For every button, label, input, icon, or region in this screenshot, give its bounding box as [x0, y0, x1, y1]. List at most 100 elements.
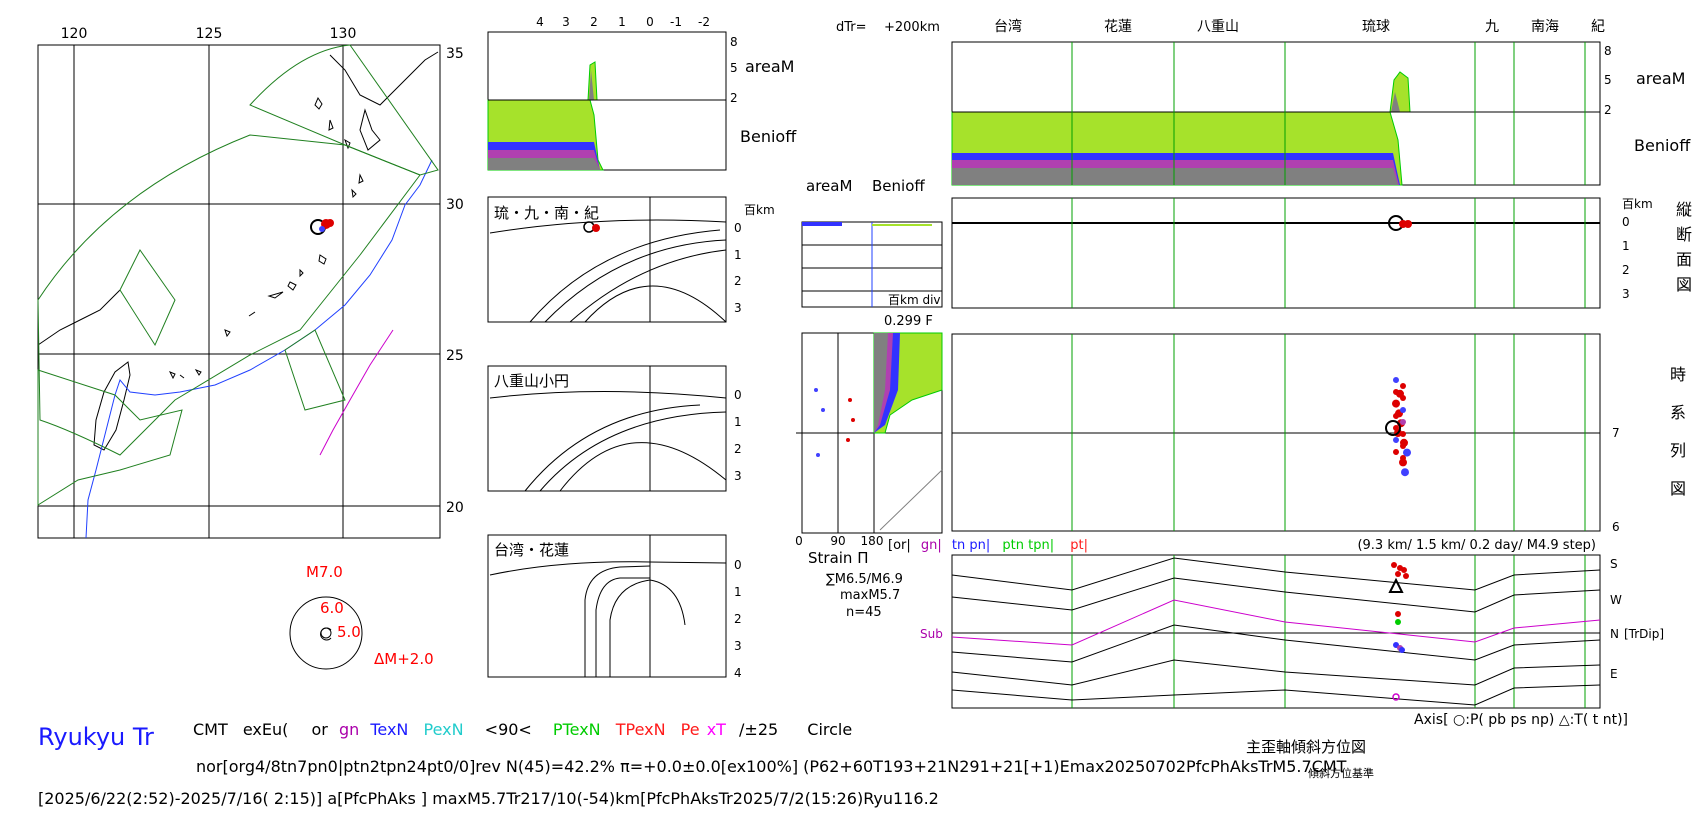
right-section-panel: 百km 0 1 2 3 縦 断 面 図 [951, 197, 1692, 309]
right-areaM-spike-gray [1391, 92, 1400, 112]
azimuth-point [1399, 647, 1405, 653]
info-line-2: [2025/6/22(2:52)-2025/7/16( 2:15)] a[Pfc… [38, 789, 939, 808]
small-areaM-panel: 4 3 2 1 0 -1 -2 8 5 2 areaM Benioff [487, 15, 797, 171]
time-point [1400, 407, 1406, 413]
right-azimuth-frame [951, 554, 1601, 709]
legend-row-items: [or| gn| tn pn| ptn tpn| pt| [888, 538, 1088, 553]
map-frame [37, 44, 441, 539]
right-depth-unit: 百km [1622, 197, 1653, 211]
lon-label-125: 125 [196, 26, 223, 42]
small-areaM-label: areaM [745, 57, 794, 76]
section-1-title: 琉・九・南・紀 [494, 204, 599, 222]
strain-gray-fill [874, 333, 888, 433]
philippine-trench-line [319, 329, 394, 456]
sector-kyushu [249, 44, 439, 176]
right-region-grid-section [1071, 198, 1586, 308]
section-3-curve-c [595, 577, 650, 677]
m60-arc [320, 627, 332, 641]
time-point [1400, 455, 1406, 461]
info-title: 主歪軸傾斜方位図 [1246, 738, 1366, 756]
time-point [1393, 425, 1399, 431]
sector-ryukyu [37, 134, 421, 456]
section-2-curve-c [539, 411, 727, 492]
right-section-frame [951, 197, 1601, 309]
azimuth-point [1403, 573, 1409, 579]
m50-label: 5.0 [337, 623, 361, 641]
right-header: dTr= +200km 台湾 花蓮 八重山 琉球 九 南海 紀 [836, 18, 1605, 35]
section-3-depth-0: 0 [734, 558, 742, 572]
right-top-tick-5: 5 [1604, 73, 1612, 87]
region-name: Ryukyu Tr [38, 723, 154, 751]
sector-south [284, 329, 346, 411]
strain-dot-5 [814, 388, 818, 392]
small-x-tick-1: 1 [618, 15, 626, 29]
lat-label-35: 35 [446, 46, 464, 62]
sum-m-label: ∑M6.5/M6.9 [826, 572, 903, 587]
mid-benioff-label: Benioff [872, 177, 925, 195]
event-cluster-2 [326, 219, 334, 227]
axis-legend: Axis[ ○:P( pb ps np) △:T( t nt)] [1414, 712, 1628, 728]
section-panel-2: 八重山小円 0 1 2 3 [487, 365, 742, 492]
azimuth-point [1395, 611, 1401, 617]
lat-label-30: 30 [446, 197, 464, 213]
legend-ptexn: PTexN [553, 720, 601, 739]
small-benioff-gray [488, 158, 600, 170]
mid-areaM-label: areaM [806, 177, 852, 195]
legend-pm25: /±25 [739, 720, 778, 739]
time-point [1393, 377, 1399, 383]
m60-label: 6.0 [320, 599, 344, 617]
strain-diagonal [879, 469, 943, 531]
small-areaM-spike-gray [589, 70, 594, 100]
strain-x-tick-180: 180 [861, 534, 884, 548]
section-1-curve-b [529, 229, 721, 323]
region-label-hualien: 花蓮 [1104, 19, 1132, 35]
time-point [1399, 458, 1407, 467]
azimuth-p-circle [1392, 693, 1400, 701]
legend-texn: TexN [369, 720, 408, 739]
event-cluster-3 [319, 226, 325, 232]
m70-circle [289, 596, 363, 670]
section-2-depth-1: 1 [734, 415, 742, 429]
taiwan-coast [93, 361, 131, 451]
time-point [1401, 468, 1409, 477]
section-1-frame [487, 196, 727, 323]
bottom-info: Ryukyu Tr CMT exEu( or gn TexN PexN <90<… [38, 720, 1374, 808]
time-point [1400, 383, 1406, 389]
time-tick-6: 6 [1612, 520, 1620, 534]
right-top-tick-2: 2 [1604, 103, 1612, 117]
section-3-curve-d [609, 579, 686, 677]
section-1-depth-0: 0 [734, 221, 742, 235]
small-x-tick-2: 2 [590, 15, 598, 29]
time-title-4: 図 [1670, 479, 1686, 498]
right-time-mainshock [1385, 420, 1401, 436]
time-point [1400, 395, 1406, 401]
section-panel-1: 琉・九・南・紀 百km 0 1 2 3 [487, 196, 775, 323]
section-2-curve-b [524, 404, 701, 492]
strain-dot-3 [846, 438, 850, 442]
small-x-tick-m1: -1 [670, 15, 682, 29]
ryukyu-islands [224, 254, 327, 338]
right-region-grid-top [1071, 42, 1586, 185]
strain-label: Strain Π [808, 549, 868, 567]
section-2-title: 八重山小円 [494, 372, 569, 390]
strain-dot-2 [851, 418, 855, 422]
mid-areaM-bar [802, 222, 842, 226]
right-section-events-2 [1404, 220, 1412, 228]
section-1-curve-a [489, 219, 727, 234]
right-time-panel: 7 6 時 系 列 図 [951, 333, 1686, 534]
time-point [1400, 443, 1406, 449]
section-1-depth-unit: 百km [744, 203, 775, 217]
right-benioff-gray [952, 168, 1398, 185]
section-1-depth-3: 3 [734, 301, 742, 315]
small-right-tick-8: 8 [730, 35, 738, 49]
right-benioff-label: Benioff [1634, 136, 1691, 155]
section-1-curve-e [584, 285, 727, 323]
info-line-1: nor[org4/8tn7pn0|ptn2tpn24pt0/0]rev N(45… [196, 757, 1347, 776]
small-x-tick-0: 0 [646, 15, 654, 29]
section-panel-3: 台湾・花蓮 0 1 2 3 4 [487, 534, 742, 680]
kyushu-south-coast [359, 108, 381, 151]
yaeyama-islands [168, 368, 202, 380]
azimuth-tick-e: E [1610, 667, 1618, 681]
section-1-depth-1: 1 [734, 248, 742, 262]
